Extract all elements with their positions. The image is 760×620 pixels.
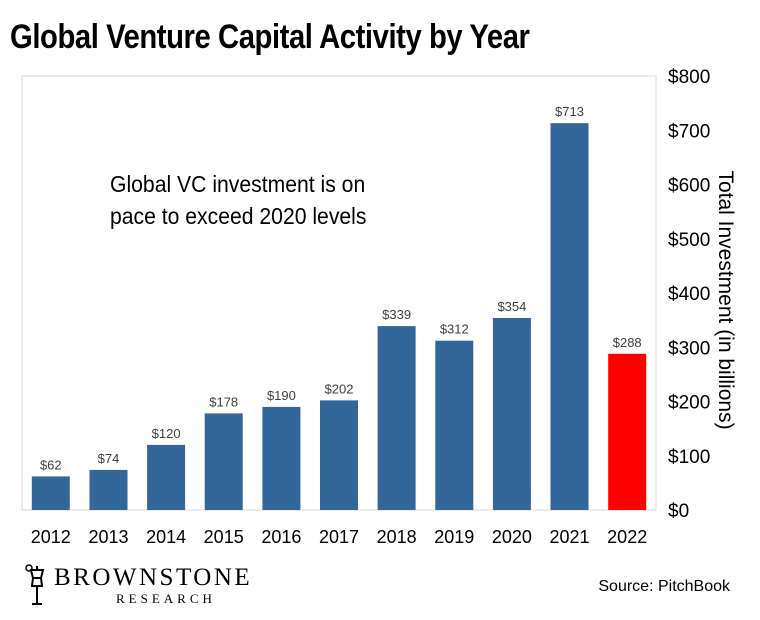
x-tick-2018: 2018 (377, 527, 417, 547)
value-label-2017: $202 (325, 381, 354, 396)
value-label-2015: $178 (209, 394, 238, 409)
chart-title: Global Venture Capital Activity by Year (10, 18, 530, 56)
value-labels-group: $62 $74 $120 $178 $190 $202 $339 $312 $354 $713 $2… (40, 104, 642, 472)
y-tick-200: $200 (668, 393, 710, 414)
y-axis-label: Total Investment (in billions) (714, 170, 737, 429)
value-label-2013: $74 (98, 451, 120, 466)
value-label-2021: $713 (555, 104, 584, 119)
y-tick-700: $700 (668, 121, 710, 142)
x-tick-2017: 2017 (319, 527, 359, 547)
bar-2015 (204, 413, 243, 510)
logo-name: BROWNSTONE (54, 564, 253, 591)
bar-2018 (377, 326, 416, 510)
bars-group (31, 123, 647, 510)
x-tick-labels-group: 2012 2013 2014 2015 2016 2017 2018 2019 2020 2021… (31, 527, 647, 547)
source-note: Source: PitchBook (598, 578, 730, 595)
bar-2013 (89, 469, 128, 510)
bar-2016 (262, 406, 301, 510)
y-tick-400: $400 (668, 284, 710, 305)
chart-annotation: Global VC investment is on pace to excee… (110, 171, 367, 229)
value-label-2022: $288 (613, 335, 642, 350)
y-tick-100: $100 (668, 447, 710, 468)
y-tick-labels-group: $0 $100 $200 $300 $400 $500 $600 $700 $800 (668, 67, 710, 522)
y-tick-800: $800 (668, 67, 710, 88)
y-tick-500: $500 (668, 230, 710, 251)
bar-2022 (608, 353, 647, 510)
y-tick-300: $300 (668, 338, 710, 359)
bar-2020 (492, 318, 531, 510)
bar-2014 (147, 444, 186, 510)
bar-2021 (550, 123, 589, 510)
bar-2019 (435, 340, 474, 510)
lamp-icon (25, 564, 45, 605)
y-tick-0: $0 (668, 501, 689, 522)
y-tick-600: $600 (668, 176, 710, 197)
bar-2012 (31, 476, 70, 510)
value-label-2014: $120 (152, 426, 181, 441)
value-label-2018: $339 (382, 307, 411, 322)
x-tick-2014: 2014 (146, 527, 186, 547)
bar-2017 (320, 400, 358, 510)
x-tick-2016: 2016 (261, 527, 301, 547)
x-tick-2012: 2012 (31, 527, 71, 547)
x-tick-2022: 2022 (607, 527, 647, 547)
value-label-2020: $354 (497, 299, 526, 314)
x-tick-2015: 2015 (204, 527, 244, 547)
x-tick-2020: 2020 (492, 527, 532, 547)
value-label-2016: $190 (267, 388, 296, 403)
brownstone-logo: BROWNSTONE RESEARCH (20, 562, 310, 610)
x-tick-2019: 2019 (434, 527, 474, 547)
x-tick-2013: 2013 (88, 527, 128, 547)
value-label-2012: $62 (40, 457, 62, 472)
value-label-2019: $312 (440, 322, 469, 337)
x-tick-2021: 2021 (549, 527, 589, 547)
logo-subtitle: RESEARCH (116, 591, 216, 606)
